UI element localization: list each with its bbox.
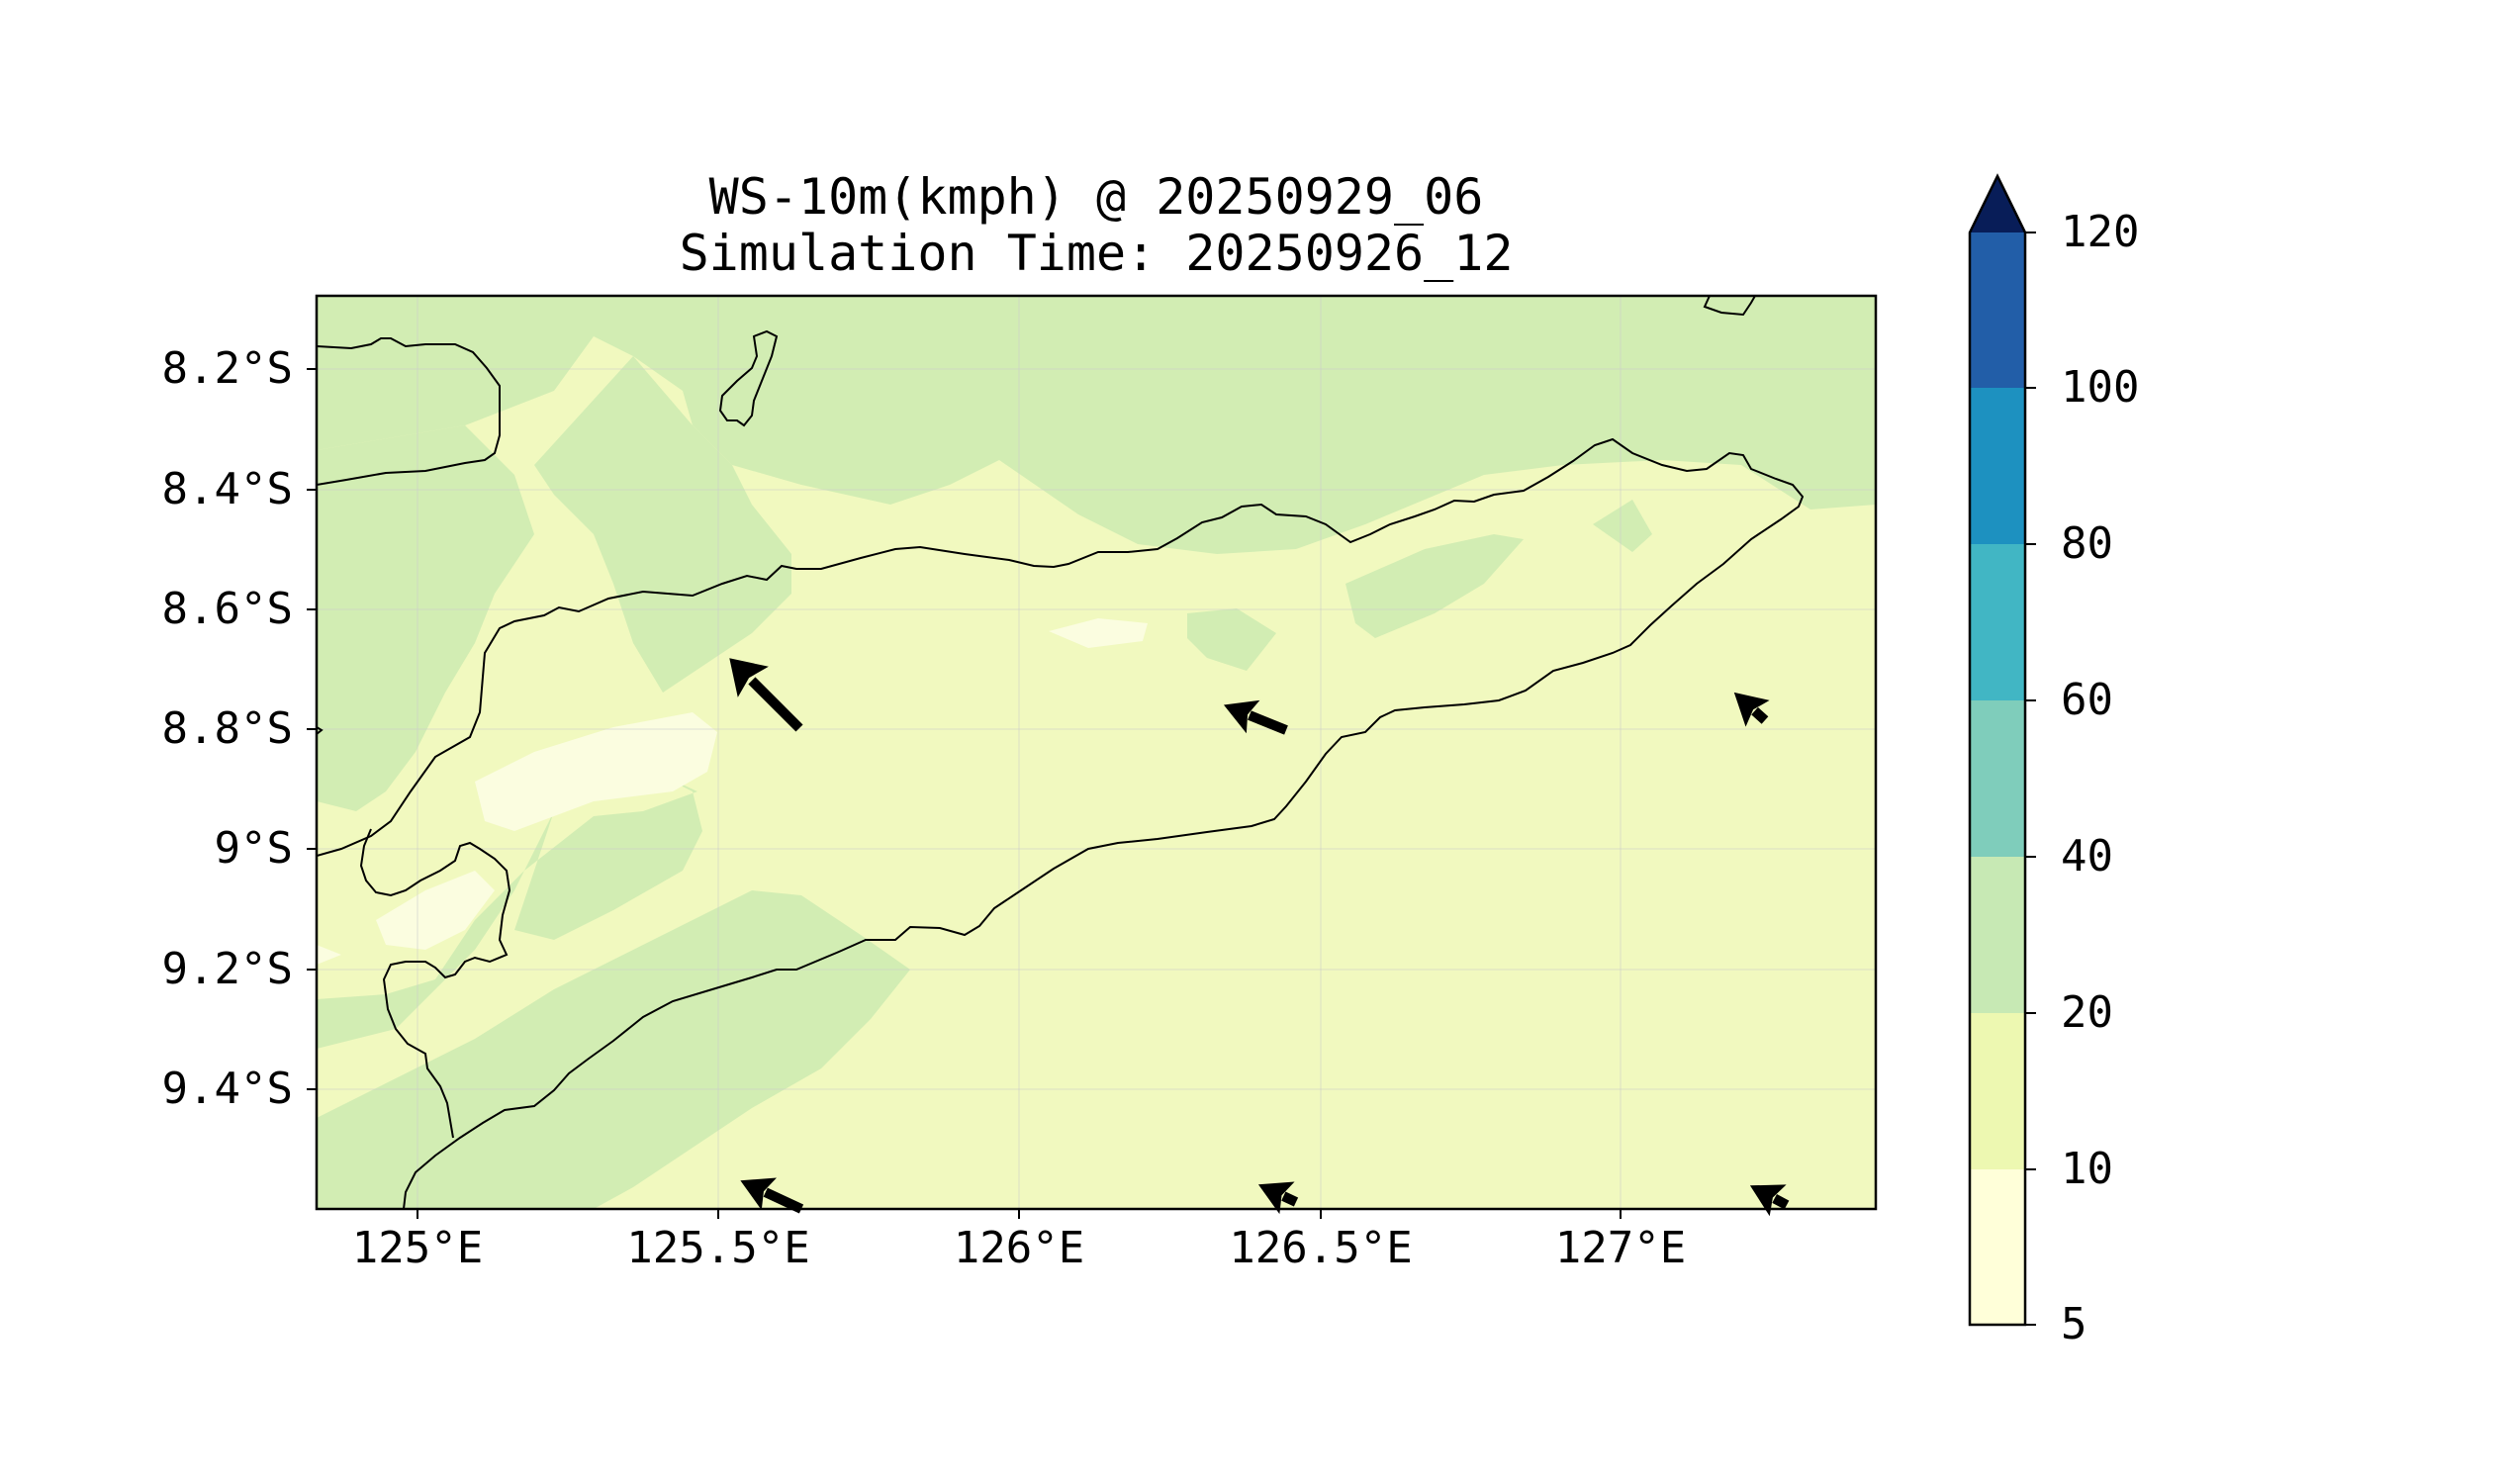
wind-speed-20-40-southwest bbox=[317, 762, 702, 1049]
lat-tick-label: 8.6°S bbox=[161, 584, 293, 634]
lon-tick-label: 127°E bbox=[1554, 1223, 1687, 1273]
colorbar-extend-arrow bbox=[1970, 176, 2025, 232]
colorbar-segment-80-100 bbox=[1970, 388, 2025, 544]
colorbar-segment-10-20 bbox=[1970, 1013, 2025, 1169]
colorbar-segment-100-120 bbox=[1970, 232, 2025, 388]
lon-tick-label: 126°E bbox=[953, 1223, 1085, 1273]
lon-tick-label: 125.5°E bbox=[626, 1223, 810, 1273]
wind-arrows bbox=[729, 658, 1790, 1217]
wind-speed-20-40-north-sea bbox=[317, 296, 1876, 554]
coastline-atauro bbox=[718, 329, 779, 427]
wind-speed-20-40-small-patch bbox=[1593, 500, 1652, 552]
wind-speed-below-10-north bbox=[1049, 618, 1148, 648]
colorbar-tick-label: 100 bbox=[2061, 362, 2140, 413]
coastline-timor bbox=[317, 437, 1805, 1209]
wind-speed-below-10-west bbox=[475, 712, 717, 831]
lat-tick-label: 8.8°S bbox=[161, 703, 293, 754]
contour-field bbox=[317, 296, 1876, 1209]
colorbar-tick-label: 120 bbox=[2061, 207, 2140, 257]
colorbar-tick-label: 60 bbox=[2061, 675, 2113, 725]
colorbar-segment-5-10 bbox=[1970, 1169, 2025, 1325]
colorbar-segment-40-60 bbox=[1970, 700, 2025, 857]
chart-subtitle: Simulation Time: 20250926_12 bbox=[679, 225, 1514, 282]
wind-arrow bbox=[1223, 699, 1288, 735]
wind-speed-20-40-east-patch bbox=[1345, 534, 1524, 638]
gridlines bbox=[317, 296, 1876, 1209]
wind-speed-20-40-small-west bbox=[331, 376, 381, 414]
wind-speed-below-10-edge bbox=[317, 945, 341, 965]
wind-speed-20-40-channel bbox=[534, 356, 791, 693]
lon-tick-label: 125°E bbox=[351, 1223, 484, 1273]
wind-speed-20-40-mid-patch bbox=[1187, 608, 1276, 671]
colorbar-tick-label: 40 bbox=[2061, 831, 2113, 881]
colorbar bbox=[1968, 173, 2036, 1327]
colorbar-segment-60-80 bbox=[1970, 544, 2025, 700]
map-frame bbox=[315, 294, 1878, 1211]
axis-ticks bbox=[307, 368, 1622, 1219]
coastline-wetar bbox=[1703, 296, 1756, 317]
wind-arrow bbox=[1749, 1184, 1790, 1217]
lat-tick-label: 9.2°S bbox=[161, 944, 293, 994]
wind-speed-below-10-coast bbox=[376, 871, 495, 950]
lat-tick-label: 8.4°S bbox=[161, 464, 293, 514]
lat-tick-label: 9.4°S bbox=[161, 1064, 293, 1114]
chart-title: WS-10m(kmph) @ 20250929_06 bbox=[708, 168, 1484, 226]
colorbar-tick-label: 5 bbox=[2061, 1299, 2087, 1349]
lat-tick-label: 9°S bbox=[214, 823, 293, 874]
coastlines bbox=[317, 296, 1805, 1209]
colorbar-tick-label: 10 bbox=[2061, 1144, 2113, 1194]
coastline-edge bbox=[317, 726, 324, 735]
wind-arrow bbox=[740, 1177, 804, 1214]
lon-tick-label: 126.5°E bbox=[1229, 1223, 1413, 1273]
colorbar-segment-20-40 bbox=[1970, 857, 2025, 1013]
colorbar-tick-label: 20 bbox=[2061, 987, 2113, 1038]
coastline-alor bbox=[317, 337, 501, 486]
wind-arrow bbox=[1257, 1181, 1299, 1215]
colorbar-tick-label: 80 bbox=[2061, 518, 2113, 569]
wind-speed-20-40-west-coast bbox=[317, 425, 534, 811]
coastline-oecusse bbox=[359, 828, 511, 1139]
wind-arrow bbox=[1733, 692, 1770, 727]
lat-tick-label: 8.2°S bbox=[161, 343, 293, 394]
